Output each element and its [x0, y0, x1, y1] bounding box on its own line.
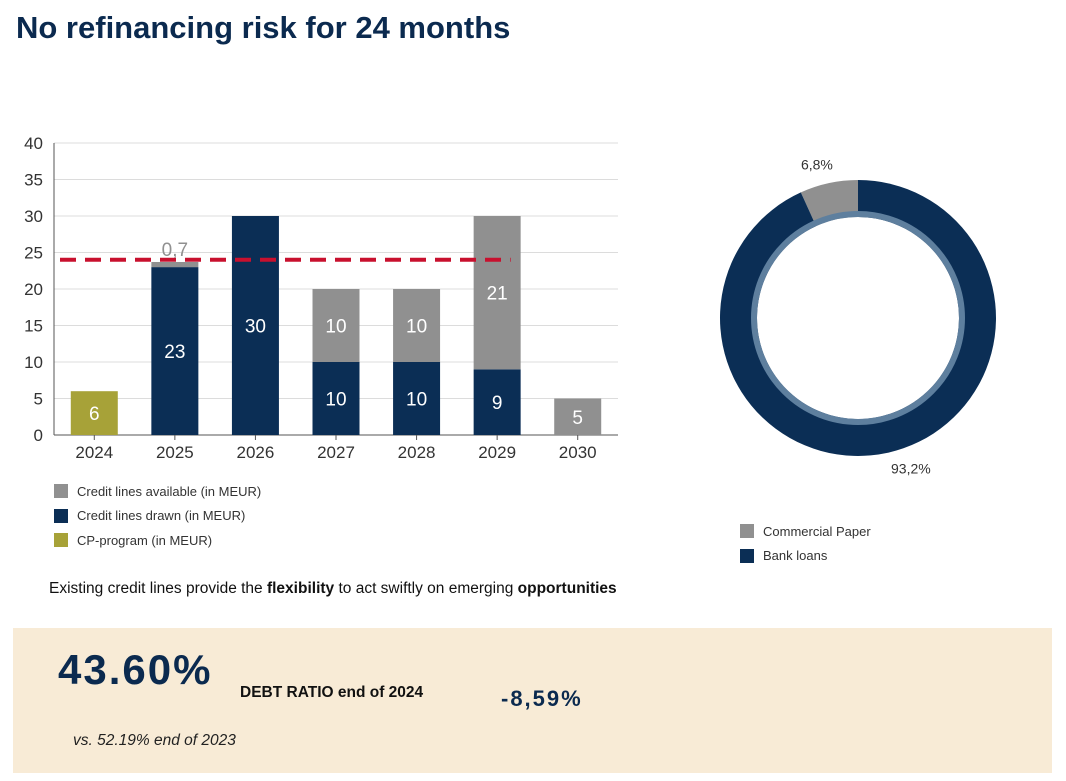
statement-text: to act swiftly on emerging: [334, 580, 518, 597]
legend-item-bank-loans: Bank loans: [740, 544, 871, 569]
data-label: 23: [164, 342, 185, 363]
debt-ratio-change: -8,59%: [501, 686, 583, 711]
legend-swatch: [740, 548, 754, 563]
legend-swatch: [54, 508, 68, 523]
statement-bold: opportunities: [517, 580, 617, 597]
donut-chart-legend: Commercial Paper Bank loans: [740, 519, 871, 568]
x-tick-label: 2030: [559, 443, 597, 462]
donut-inner-ring: [751, 211, 965, 425]
legend-label: Credit lines available (in MEUR): [77, 483, 262, 499]
y-tick-label: 10: [24, 353, 43, 372]
legend-item-credit-available: Credit lines available (in MEUR): [54, 479, 261, 504]
y-tick-label: 30: [24, 207, 43, 226]
legend-label: CP-program (in MEUR): [77, 532, 213, 548]
bar-segment: [231, 216, 279, 435]
page-title: No refinancing risk for 24 months: [16, 10, 511, 45]
data-label: 10: [406, 390, 427, 411]
data-label: 21: [487, 284, 508, 305]
x-tick-label: 2026: [237, 443, 275, 462]
legend-label: Credit lines drawn (in MEUR): [77, 508, 246, 524]
legend-item-cp-program: CP-program (in MEUR): [54, 528, 261, 553]
legend-swatch: [54, 484, 68, 499]
x-tick-label: 2024: [75, 443, 113, 462]
data-label: 0,7: [162, 240, 188, 261]
data-label: 10: [325, 317, 346, 338]
y-tick-label: 25: [24, 244, 43, 263]
legend-swatch: [740, 524, 754, 539]
data-label: 10: [406, 317, 427, 338]
legend-swatch: [54, 533, 68, 548]
y-tick-label: 35: [24, 171, 43, 190]
donut-slice: [720, 180, 996, 456]
debt-ratio-comparison: vs. 52.19% end of 2023: [73, 732, 236, 749]
statement-bold: flexibility: [266, 580, 335, 597]
legend-label: Bank loans: [763, 548, 828, 564]
bar-segment: [554, 398, 602, 435]
data-label: 10: [325, 390, 346, 411]
statement-text: Existing credit lines provide the: [49, 580, 267, 597]
bar-segment: [151, 261, 199, 268]
bar-segment: [312, 362, 360, 435]
data-label: 6: [89, 404, 100, 425]
slice-label: 93,2%: [891, 460, 931, 476]
data-label: 5: [572, 408, 583, 429]
x-tick-label: 2029: [478, 443, 516, 462]
slice-label: 6,8%: [801, 157, 833, 173]
bar-segment: [473, 216, 521, 370]
data-label: 9: [492, 393, 503, 414]
donut-chart: 6,8% 93,2%: [720, 157, 996, 476]
y-tick-label: 0: [34, 426, 43, 445]
legend-item-commercial-paper: Commercial Paper: [740, 519, 871, 544]
bar-segment: [393, 289, 441, 362]
summary-statement: Existing credit lines provide the flexib…: [49, 580, 617, 598]
legend-item-credit-drawn: Credit lines drawn (in MEUR): [54, 504, 261, 529]
data-label: 30: [245, 317, 266, 338]
bar-segment: [312, 289, 360, 362]
bar-segment: [151, 267, 199, 435]
bar-chart-legend: Credit lines available (in MEUR) Credit …: [54, 479, 261, 553]
x-tick-label: 2027: [317, 443, 355, 462]
x-tick-label: 2028: [398, 443, 436, 462]
bar-chart: 051015202530354062024230,720253020261010…: [24, 134, 618, 462]
y-tick-label: 20: [24, 280, 43, 299]
legend-label: Commercial Paper: [763, 523, 871, 539]
bar-segment: [70, 391, 118, 435]
debt-ratio-label: DEBT RATIO end of 2024: [240, 684, 424, 701]
y-tick-label: 15: [24, 317, 43, 336]
y-tick-label: 40: [24, 134, 43, 153]
kpi-panel: 43.60% DEBT RATIO end of 2024 -8,59% vs.…: [13, 628, 1052, 773]
bar-segment: [473, 369, 521, 435]
x-tick-label: 2025: [156, 443, 194, 462]
debt-ratio-value: 43.60%: [58, 646, 213, 693]
y-tick-label: 5: [34, 390, 43, 409]
bar-segment: [393, 362, 441, 435]
